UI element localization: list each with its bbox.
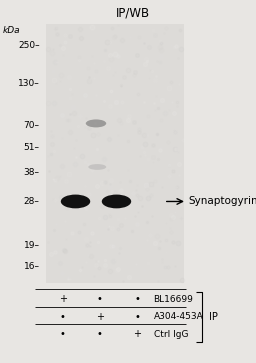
Text: •: •: [97, 294, 103, 305]
Text: •: •: [134, 294, 140, 305]
Text: Synaptogyrin-1: Synaptogyrin-1: [188, 196, 256, 207]
Text: 28–: 28–: [24, 197, 40, 206]
Bar: [46, 24, 184, 283]
Ellipse shape: [88, 164, 106, 170]
Text: +: +: [133, 329, 141, 339]
Text: Ctrl IgG: Ctrl IgG: [154, 330, 188, 339]
Text: •: •: [60, 329, 66, 339]
Text: 38–: 38–: [24, 168, 40, 177]
Text: 19–: 19–: [24, 241, 40, 249]
Text: IP: IP: [209, 312, 218, 322]
Text: •: •: [134, 312, 140, 322]
Text: kDa: kDa: [3, 26, 20, 35]
Text: 250–: 250–: [18, 41, 40, 50]
Text: +: +: [96, 312, 104, 322]
Text: 130–: 130–: [18, 79, 40, 88]
Ellipse shape: [102, 195, 131, 208]
Text: A304-453A: A304-453A: [154, 313, 203, 321]
Ellipse shape: [86, 119, 106, 127]
Text: 51–: 51–: [24, 143, 40, 151]
Text: BL16699: BL16699: [154, 295, 194, 304]
Text: •: •: [97, 329, 103, 339]
Ellipse shape: [61, 195, 90, 208]
Text: •: •: [60, 312, 66, 322]
Text: IP/WB: IP/WB: [116, 6, 150, 19]
Text: +: +: [59, 294, 67, 305]
Text: 70–: 70–: [24, 121, 40, 130]
Text: 16–: 16–: [24, 262, 40, 271]
